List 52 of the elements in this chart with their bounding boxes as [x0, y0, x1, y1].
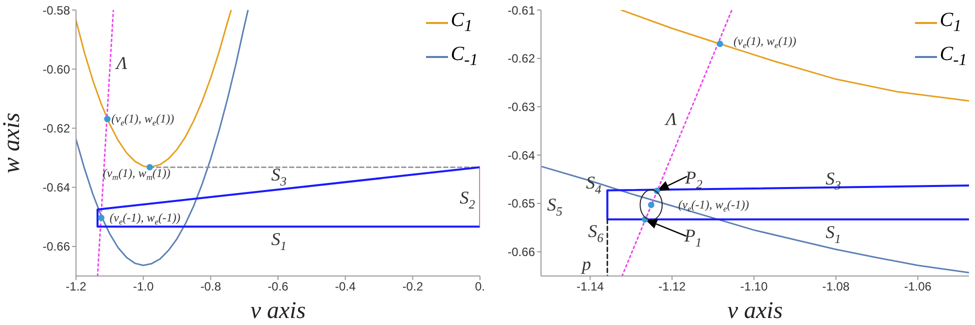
point — [146, 164, 153, 170]
legend-label: C$_{-1}$ — [940, 42, 967, 71]
y-tick-label: -0.63 — [508, 100, 536, 114]
x-tick-label: -1.14 — [576, 280, 604, 294]
annotation: Λ — [114, 53, 128, 74]
x-tick-label: -1.08 — [822, 280, 850, 294]
x-tick-label: -1.12 — [658, 280, 686, 294]
annotation: (v$_{m}$(1), w$_{m}$(1)) — [102, 166, 170, 182]
x-tick-label: 0. — [474, 280, 486, 294]
annotation: (v$_{e}$(-1), w$_{e}$(-1)) — [110, 210, 180, 226]
annotation: S$_{1}$ — [271, 229, 287, 254]
line-series — [76, 10, 249, 266]
annotation: P$_{1}$ — [683, 225, 702, 250]
y-tick-label: -0.65 — [508, 196, 536, 211]
y-axis-title: w axis — [0, 112, 25, 174]
x-tick-label: -1.2 — [66, 280, 87, 294]
x-axis-title: v axis — [727, 298, 783, 324]
line-series — [620, 10, 969, 102]
x-tick-label: -0.6 — [268, 280, 289, 294]
point — [716, 40, 724, 48]
x-tick-label: -1.06 — [904, 280, 932, 294]
y-tick-label: -0.64 — [508, 148, 536, 162]
y-tick-label: -0.64 — [42, 180, 70, 195]
point — [98, 214, 104, 221]
y-tick-label: -0.66 — [42, 240, 70, 254]
y-tick-label: -0.60 — [42, 62, 70, 76]
annotation: S$_{5}$ — [547, 194, 562, 218]
annotation: (v$_{e}$(1), w$_{e}$(1)) — [734, 34, 796, 50]
x-axis-title: v axis — [250, 298, 306, 324]
y-tick-label: -0.61 — [508, 3, 536, 18]
y-tick-label: -0.66 — [508, 245, 536, 260]
annotation: S$_{3}$ — [271, 164, 287, 189]
annotation: S$_{2}$ — [460, 188, 476, 212]
x-tick-label: -1.0 — [132, 280, 154, 294]
legend-label: C$_{1}$ — [940, 8, 962, 37]
line-series — [541, 166, 969, 274]
x-tick-label: -0.2 — [402, 280, 424, 294]
legend-label: C$_{-1}$ — [450, 42, 478, 71]
x-tick-label: -0.4 — [334, 280, 356, 294]
y-tick-label: -0.62 — [508, 52, 536, 66]
x-tick-label: -1.10 — [740, 280, 768, 294]
annotation: Λ — [664, 108, 677, 129]
annotation: S$_{6}$ — [588, 221, 604, 246]
annotation: (v$_{e}$(1), w$_{e}$(1)) — [111, 111, 174, 128]
legend-label: C$_{1}$ — [450, 8, 472, 37]
point — [104, 116, 111, 122]
annotation: S$_{1}$ — [826, 222, 841, 246]
annotation: P$_{2}$ — [684, 167, 704, 192]
y-tick-label: -0.62 — [42, 121, 70, 136]
x-tick-label: -0.8 — [200, 280, 222, 294]
annotation: p — [580, 254, 591, 274]
y-tick-label: -0.58 — [42, 3, 70, 18]
